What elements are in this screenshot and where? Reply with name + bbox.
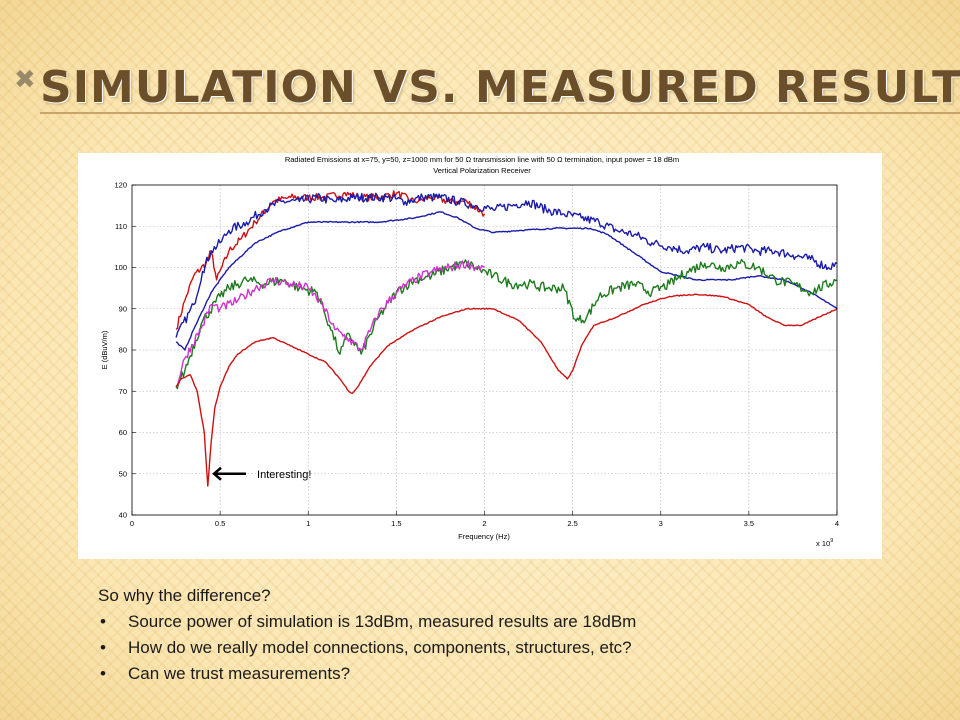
series-line-0: [175, 190, 486, 330]
x-multiplier: x 109: [816, 538, 833, 548]
bullet-text: Can we trust measurements?: [128, 664, 351, 683]
x-tick-label: 2.5: [567, 519, 577, 528]
annotation-arrow-head: [212, 466, 222, 481]
y-tick-label: 70: [119, 387, 127, 396]
chart-subtitle: Vertical Polarization Receiver: [433, 166, 531, 175]
series-line-4: [175, 260, 485, 388]
x-tick-label: 4: [835, 519, 839, 528]
tick-labels: 0 0.5 1 1.5 2 2.5 3 3.5 4 40 50 60 70 80 90 100 110 120: [114, 181, 839, 529]
series-group: [175, 190, 838, 487]
bullet-dot-icon: •: [100, 612, 106, 631]
x-tick-label: 0: [130, 519, 134, 528]
bullet-dot-icon: •: [100, 638, 106, 657]
bullet-text: Source power of simulation is 13dBm, mea…: [128, 612, 637, 631]
y-tick-label: 90: [119, 304, 127, 313]
lead-question: So why the difference?: [98, 586, 271, 605]
x-tick-label: 3.5: [744, 519, 754, 528]
series-line-1: [175, 192, 838, 338]
x-tick-label: 0.5: [215, 519, 225, 528]
title-bullet-icon: ✖: [14, 65, 36, 95]
x-tick-label: 2: [482, 519, 486, 528]
x-tick-label: 1: [306, 519, 310, 528]
emissions-chart: Radiated Emissions at x=75, y=50, z=1000…: [100, 155, 839, 548]
y-tick-label: 50: [119, 469, 127, 478]
title-rule: [40, 112, 960, 114]
bullet-item: • Source power of simulation is 13dBm, me…: [98, 609, 918, 635]
chart-panel: Radiated Emissions at x=75, y=50, z=1000…: [78, 153, 882, 559]
y-tick-label: 60: [119, 428, 127, 437]
y-tick-label: 40: [119, 511, 127, 520]
y-axis-label: E (dBuV/m): [100, 330, 109, 369]
bullet-list: • Source power of simulation is 13dBm, me…: [98, 609, 918, 687]
series-line-5: [175, 293, 838, 487]
bullet-text: How do we really model connections, comp…: [128, 638, 632, 657]
x-tick-label: 3: [659, 519, 663, 528]
bullet-item: • Can we trust measurements?: [98, 661, 918, 687]
grid: [131, 184, 838, 516]
bullet-dot-icon: •: [100, 664, 106, 683]
series-line-2: [175, 211, 838, 351]
y-tick-label: 100: [114, 263, 127, 272]
slide-body: So why the difference? • Source power of …: [98, 583, 918, 687]
annotation-arrow: [212, 466, 247, 481]
chart-title: Radiated Emissions at x=75, y=50, z=1000…: [285, 155, 679, 164]
y-tick-label: 80: [119, 346, 127, 355]
bullet-item: • How do we really model connections, com…: [98, 635, 918, 661]
annotation-label: Interesting!: [257, 469, 311, 481]
x-axis-label: Frequency (Hz): [458, 532, 510, 541]
slide-title: Simulation vs. Measured Results: [40, 62, 960, 113]
y-tick-label: 120: [114, 181, 127, 190]
y-tick-label: 110: [115, 222, 127, 231]
x-tick-label: 1.5: [391, 519, 401, 528]
